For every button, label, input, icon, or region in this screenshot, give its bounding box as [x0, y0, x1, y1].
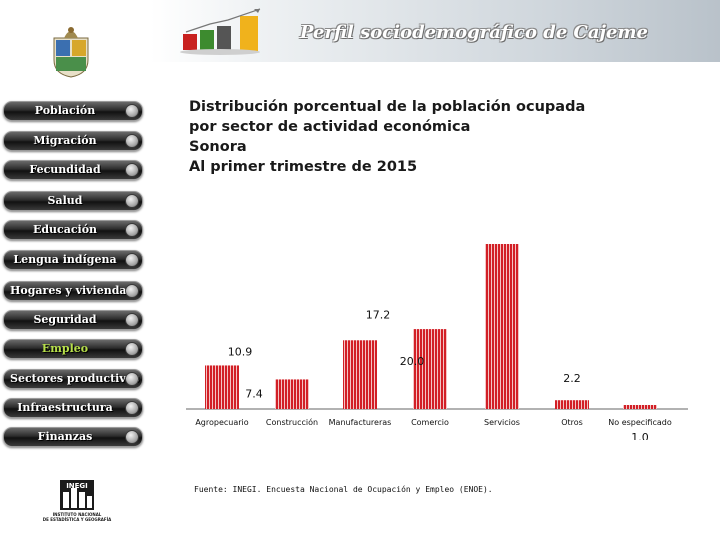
chart-title-line-2: por sector de actividad económica: [189, 119, 471, 135]
sidebar-item-hogares-vivienda[interactable]: Hogares y vivienda: [3, 281, 143, 301]
sidebar-item-infraestructura[interactable]: Infraestructura: [3, 398, 143, 418]
inegi-logo-subtitle-2: DE ESTADÍSTICA Y GEOGRAFÍA: [43, 517, 112, 522]
x-tick-label: No especificado: [608, 418, 672, 427]
sidebar-item-label: Migración: [33, 134, 97, 147]
circle-icon: [125, 342, 139, 356]
bar-otros: [555, 400, 589, 409]
sidebar-item-label: Educación: [32, 223, 98, 236]
bar-comercio: [413, 329, 447, 409]
x-tick-label: Comercio: [411, 418, 449, 427]
x-tick-label: Servicios: [484, 418, 520, 427]
sidebar-item-poblacion[interactable]: Población: [3, 101, 143, 121]
circle-icon: [125, 134, 139, 148]
coat-of-arms-icon: [53, 27, 89, 78]
sidebar-item-lengua-indigena[interactable]: Lengua indígena: [3, 250, 143, 270]
data-label: 2.2: [563, 372, 581, 385]
circle-icon: [125, 223, 139, 237]
data-label: 1.0: [631, 431, 649, 440]
circle-icon: [125, 401, 139, 415]
sidebar-item-fecundidad[interactable]: Fecundidad: [3, 160, 143, 180]
data-label: 20.0: [400, 355, 425, 368]
sidebar-item-educacion[interactable]: Educación: [3, 220, 143, 240]
data-label: 10.9: [228, 345, 253, 358]
data-label: 17.2: [366, 308, 391, 321]
inegi-logo-subtitle-1: INSTITUTO NACIONAL: [53, 512, 102, 517]
sidebar-item-empleo[interactable]: Empleo: [3, 339, 143, 359]
bar-manufactureras: [343, 340, 377, 409]
chart-title-line-4: Al primer trimestre de 2015: [189, 159, 418, 175]
page-banner-title: Perfil sociodemográfico de Cajeme: [299, 22, 648, 43]
circle-icon: [125, 194, 139, 208]
bar-servicios: [485, 244, 519, 409]
x-tick-label: Agropecuario: [195, 418, 248, 427]
sidebar-item-label: Población: [34, 104, 96, 117]
inegi-logo-text: INEGI: [66, 482, 88, 490]
sidebar-item-sectores-productivos[interactable]: Sectores productivos: [3, 369, 143, 389]
sidebar-item-label: Finanzas: [37, 430, 93, 443]
sidebar-item-label: Hogares y vivienda: [10, 284, 127, 297]
x-tick-label: Otros: [561, 418, 583, 427]
sidebar-item-salud[interactable]: Salud: [3, 191, 143, 211]
sidebar-item-label: Sectores productivos: [10, 372, 140, 385]
bar-agropecuario: [205, 365, 239, 409]
sidebar-item-finanzas[interactable]: Finanzas: [3, 427, 143, 447]
data-label: 7.4: [245, 387, 263, 400]
source-note: Fuente: INEGI. Encuesta Nacional de Ocup…: [194, 485, 493, 494]
circle-icon: [125, 104, 139, 118]
sidebar-item-label: Lengua indígena: [13, 253, 117, 266]
circle-icon: [125, 372, 139, 386]
bar-construcción: [275, 379, 309, 409]
circle-icon: [125, 163, 139, 177]
sidebar-nav: Población Migración Fecundidad Salud Edu…: [0, 0, 150, 540]
chart-title: Distribución porcentual de la población …: [189, 97, 585, 177]
circle-icon: [125, 284, 139, 298]
sidebar-item-seguridad[interactable]: Seguridad: [3, 310, 143, 330]
circle-icon: [125, 430, 139, 444]
sidebar-item-label: Infraestructura: [17, 401, 113, 414]
sidebar-item-migracion[interactable]: Migración: [3, 131, 143, 151]
sidebar-item-label: Seguridad: [33, 313, 97, 326]
bar-chart: 10.9 Agropecuario 7.4 Construcción 17.2 Manuf…: [186, 230, 688, 440]
chart-title-line-3: Sonora: [189, 139, 247, 155]
x-tick-label: Manufactureras: [329, 418, 392, 427]
sidebar-item-label: Salud: [47, 194, 83, 207]
sidebar-item-label: Empleo: [41, 342, 89, 355]
data-label: 41.3: [490, 230, 515, 231]
inegi-logo: INEGI INSTITUTO NACIONAL DE ESTADÍSTICA …: [43, 480, 112, 522]
bars-layer: 10.9 Agropecuario 7.4 Construcción 17.2 Manuf…: [195, 230, 671, 440]
circle-icon: [125, 253, 139, 267]
circle-icon: [125, 313, 139, 327]
x-tick-label: Construcción: [266, 417, 318, 427]
bar-chart-icon: [180, 8, 261, 55]
bar-no-especificado: [623, 405, 657, 409]
sidebar-item-label: Fecundidad: [29, 163, 101, 176]
chart-title-line-1: Distribución porcentual de la población …: [189, 99, 586, 115]
